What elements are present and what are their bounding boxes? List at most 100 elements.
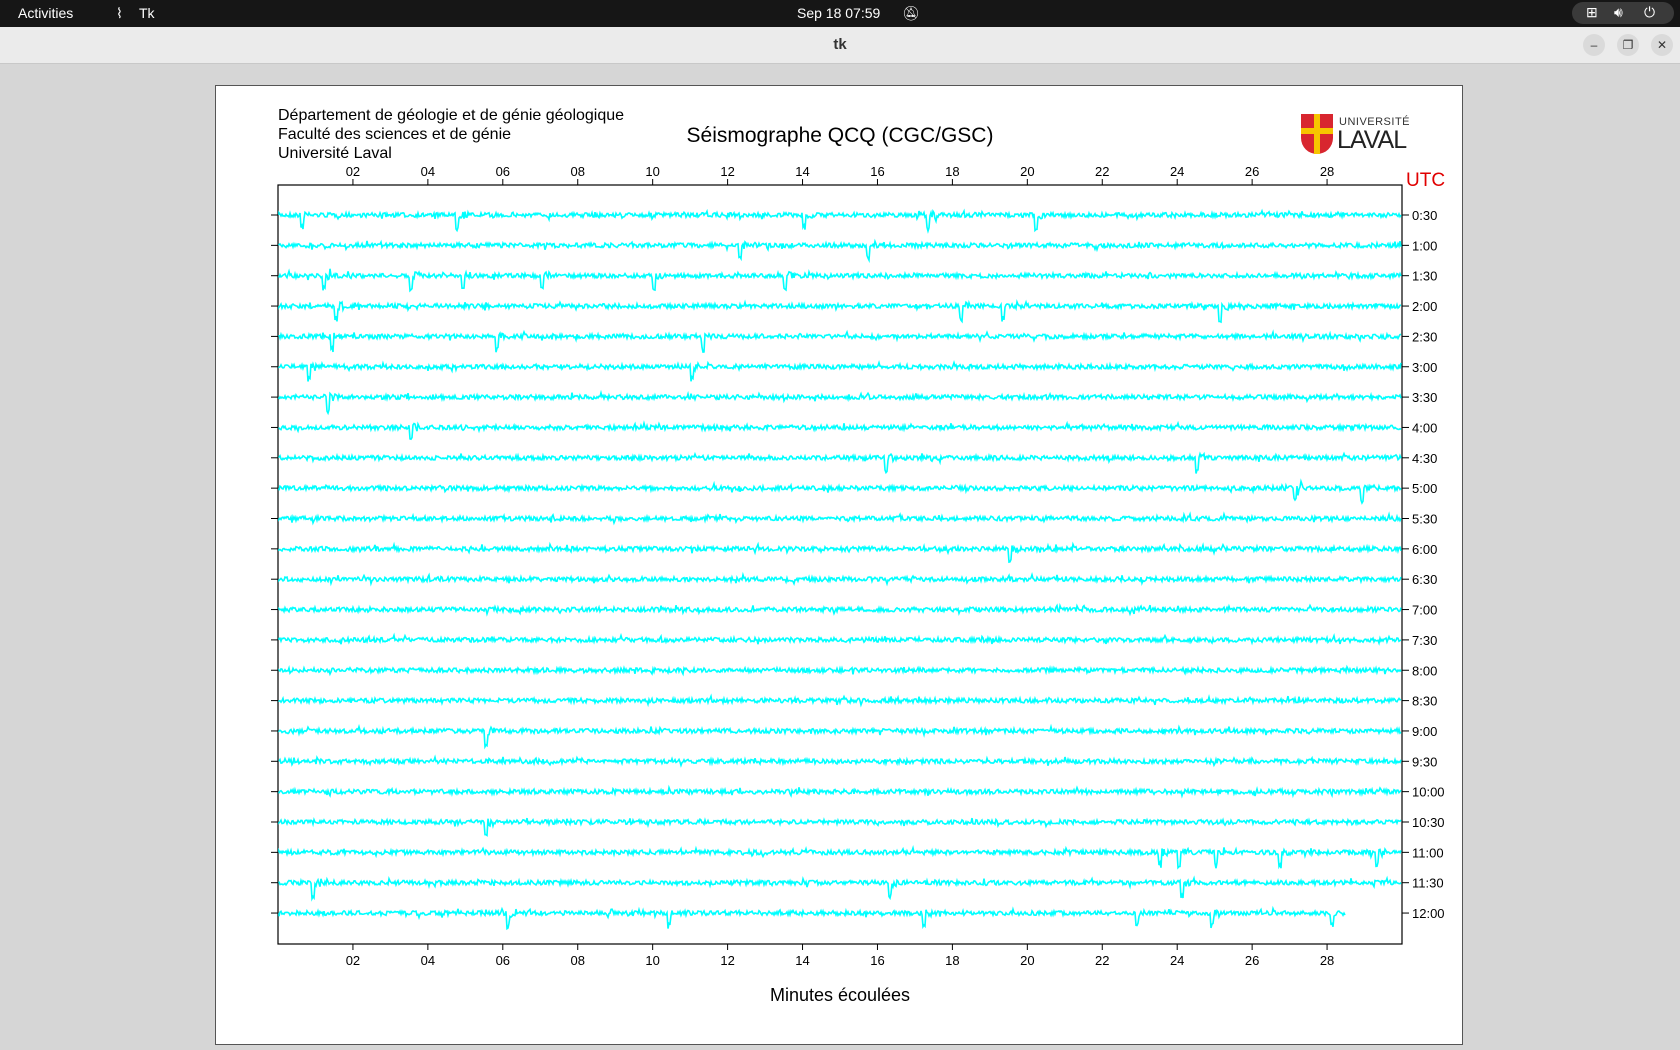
x-tick-label-bottom: 02 (346, 953, 360, 968)
x-tick-label-bottom: 14 (795, 953, 809, 968)
trace-row (278, 541, 1402, 564)
x-tick-label-top: 02 (346, 164, 360, 179)
row-time-label: 4:30 (1412, 451, 1437, 466)
logo-text-laval: LAVAL (1337, 126, 1407, 154)
x-tick-label-top: 06 (496, 164, 510, 179)
volume-icon: 🔊︎ (1614, 4, 1623, 20)
row-time-label: 12:00 (1412, 906, 1445, 921)
row-time-label: 11:00 (1412, 845, 1444, 860)
row-time-label: 2:00 (1412, 299, 1437, 314)
x-tick-label-top: 14 (795, 164, 809, 179)
row-time-label: 9:00 (1412, 724, 1437, 739)
x-tick-label-top: 22 (1095, 164, 1109, 179)
trace-row (278, 632, 1402, 646)
row-time-label: 7:00 (1412, 603, 1437, 618)
x-tick-label-bottom: 28 (1320, 953, 1334, 968)
trace-row (278, 268, 1402, 293)
x-tick-label-bottom: 08 (570, 953, 584, 968)
trace-row (278, 359, 1402, 382)
trace-row (278, 208, 1402, 234)
x-tick-label-bottom: 16 (870, 953, 884, 968)
seismogram-canvas: Département de géologie et de génie géol… (215, 85, 1463, 1045)
x-tick-label-bottom: 04 (421, 953, 435, 968)
x-tick-label-top: 16 (870, 164, 884, 179)
row-time-label: 1:00 (1412, 238, 1437, 253)
trace-row (278, 905, 1346, 931)
app-menu[interactable]: Tk (139, 5, 155, 21)
clock[interactable]: Sep 18 07:59 (797, 5, 881, 21)
x-tick-label-top: 24 (1170, 164, 1184, 179)
row-time-label: 6:30 (1412, 572, 1437, 587)
close-button[interactable]: ✕ (1651, 34, 1673, 56)
row-time-label: 5:30 (1412, 512, 1437, 527)
trace-row (278, 238, 1402, 264)
trace-row (278, 571, 1402, 587)
trace-row (278, 693, 1402, 708)
window-titlebar: tk – ❐ ✕ (0, 27, 1680, 64)
x-axis-label: Minutes écoulées (770, 985, 910, 1005)
row-time-label: 5:00 (1412, 481, 1437, 496)
university-label: Université Laval (278, 145, 392, 162)
x-tick-label-top: 04 (421, 164, 435, 179)
logo-text-top: UNIVERSITÉ (1339, 116, 1411, 128)
system-tray[interactable]: ⊞ 🔊︎ ⏻ (1572, 2, 1674, 24)
chart-title: Séismographe QCQ (CGC/GSC) (686, 124, 994, 147)
x-tick-label-bottom: 20 (1020, 953, 1034, 968)
dept-label: Département de géologie et de génie géol… (278, 107, 625, 124)
trace-row (278, 511, 1402, 526)
x-tick-label-top: 08 (570, 164, 584, 179)
trace-row (278, 844, 1402, 870)
x-tick-label-top: 10 (645, 164, 659, 179)
trace-row (278, 451, 1402, 475)
trace-row (278, 420, 1402, 441)
row-time-label: 7:30 (1412, 633, 1437, 648)
trace-row (278, 754, 1402, 768)
trace-row (278, 389, 1402, 416)
trace-row (278, 875, 1402, 902)
x-tick-label-top: 18 (945, 164, 959, 179)
restore-button[interactable]: ❐ (1617, 34, 1639, 56)
seismogram-plot: 02 02 04 04 06 06 08 08 10 10 12 12 14 14 16 16 18 18 20 20… (271, 164, 1445, 1005)
trace-row (278, 329, 1402, 354)
trace-row (278, 602, 1402, 617)
x-tick-label-bottom: 06 (496, 953, 510, 968)
x-tick-label-bottom: 24 (1170, 953, 1184, 968)
x-tick-label-bottom: 26 (1245, 953, 1259, 968)
trace-row (278, 478, 1402, 505)
row-time-label: 8:30 (1412, 694, 1437, 709)
laval-shield-logo (1301, 114, 1333, 154)
x-tick-label-bottom: 10 (645, 953, 659, 968)
row-time-label: 11:30 (1412, 876, 1444, 891)
row-time-label: 3:30 (1412, 390, 1437, 405)
x-tick-label-bottom: 18 (945, 953, 959, 968)
network-icon: ⊞ (1586, 4, 1598, 20)
x-tick-label-bottom: 22 (1095, 953, 1109, 968)
x-tick-label-top: 26 (1245, 164, 1259, 179)
trace-row (278, 723, 1402, 750)
trace-row (278, 784, 1402, 799)
x-tick-label-top: 12 (720, 164, 734, 179)
x-tick-label-bottom: 12 (720, 953, 734, 968)
minimize-button[interactable]: – (1583, 34, 1605, 56)
trace-row (278, 664, 1402, 677)
plot-frame (277, 184, 1403, 945)
row-time-label: 0:30 (1412, 208, 1437, 223)
bell-muted-icon: 🔕︎ (902, 5, 920, 21)
top-bar: Activities ⌇ Tk Sep 18 07:59 🔕︎ ⊞ 🔊︎ ⏻ (0, 0, 1680, 27)
trace-row (278, 298, 1402, 324)
row-time-label: 2:30 (1412, 329, 1437, 344)
row-time-label: 4:00 (1412, 420, 1437, 435)
activities-button[interactable]: Activities (18, 5, 74, 21)
x-tick-label-top: 28 (1320, 164, 1334, 179)
x-tick-label-top: 20 (1020, 164, 1034, 179)
row-time-label: 9:30 (1412, 754, 1437, 769)
row-time-label: 3:00 (1412, 360, 1437, 375)
row-time-label: 6:00 (1412, 542, 1437, 557)
app-waveform-icon: ⌇ (116, 5, 123, 21)
window-title: tk (833, 36, 847, 53)
row-time-label: 10:30 (1412, 815, 1445, 830)
trace-row (278, 816, 1402, 837)
row-time-label: 10:00 (1412, 785, 1445, 800)
faculty-label: Faculté des sciences et de génie (278, 126, 512, 143)
power-icon: ⏻ (1644, 4, 1656, 20)
